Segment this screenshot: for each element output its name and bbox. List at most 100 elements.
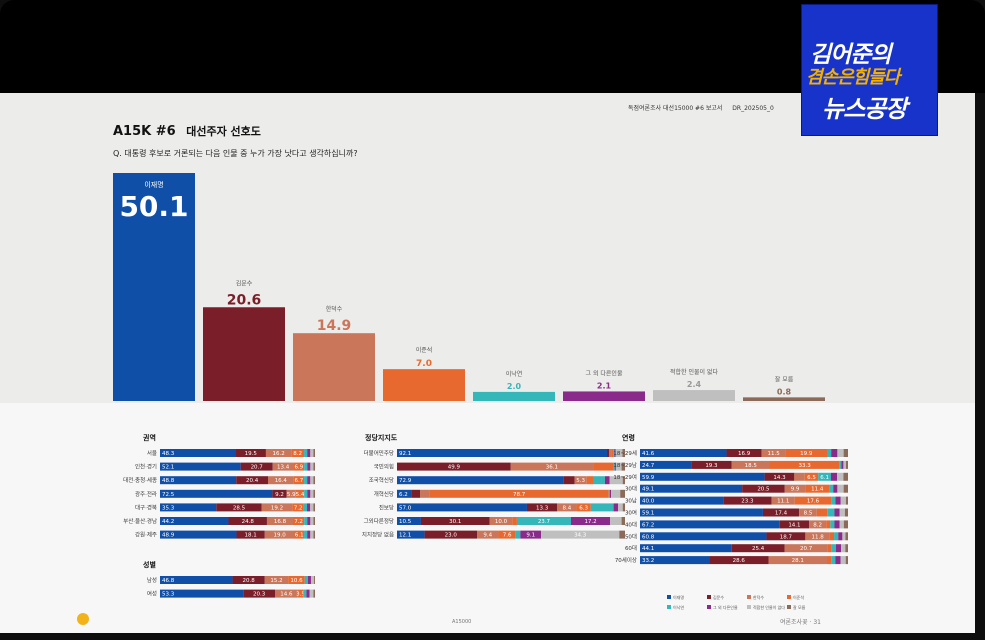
panel-age-val-4-0: 40.0: [642, 499, 655, 505]
panel-region-seg-5-7: [313, 517, 315, 525]
panel-region-seg-0-6: [310, 449, 314, 457]
panel-age-val-6-0: 67.2: [642, 522, 654, 528]
panel-party-val-4-1: 13.3: [536, 505, 549, 511]
panel-region-seg-0-0: [160, 449, 236, 457]
panel-region-row-label-5: 부산·울산·경남: [123, 517, 157, 525]
panel-age-seg-1-2: [731, 460, 770, 469]
panel-age-val-5-1: 17.4: [775, 511, 788, 517]
meta-code: DR_202505_0: [732, 105, 774, 112]
panel-party-seg-4-0: [397, 503, 527, 512]
panel-age-val-0-3: 19.9: [800, 451, 813, 457]
panel-age-seg-6-2: [809, 520, 827, 529]
main-bar-label-5: 그 외 다른인물: [586, 369, 623, 377]
survey-question: Q. 대통령 후보로 거론되는 다음 인물 중 누가 가장 낫다고 생각하십니까…: [113, 149, 358, 158]
panel-age-val-2-4: 6.1: [820, 475, 829, 481]
panel-age-row-label-4: 30남: [625, 497, 637, 505]
panel-region-row-label-0: 서울: [147, 449, 157, 457]
panel-title-age: 연령: [622, 433, 635, 442]
panel-party-val-0-0: 92.1: [399, 451, 411, 457]
panel-age-seg-5-1: [762, 508, 800, 517]
panel-party-seg-6-2: [477, 530, 499, 539]
panel-region-seg-6-1: [236, 530, 265, 539]
panel-party-val-1-1: 49.9: [448, 465, 461, 471]
panel-region-seg-1-1: [240, 462, 273, 471]
legend-swatch-1: [707, 595, 711, 599]
panel-party-row-label-2: 조국혁신당: [369, 476, 394, 484]
panel-region-val-5-0: 44.2: [162, 519, 174, 525]
panel-age-seg-0-6: [837, 449, 844, 457]
panel-region-seg-2-1: [236, 476, 269, 485]
panel-region-row-label-1: 인천·경기: [135, 463, 157, 471]
panel-party-val-5-2: 10.0: [495, 519, 508, 525]
panel-age-row-label-5: 30여: [625, 509, 637, 517]
panel-party-seg-4-7: [622, 503, 625, 512]
panel-age-val-5-2: 8.5: [804, 511, 813, 517]
main-bar-6: [653, 390, 735, 401]
panel-party-seg-4-5: [613, 503, 619, 512]
panel-age-val-0-2: 11.5: [768, 451, 781, 457]
panel-party-val-5-4: 23.7: [538, 519, 551, 525]
panel-age-seg-4-1: [723, 496, 772, 505]
panel-region-seg-5-4: [304, 517, 308, 525]
panel-age-val-8-2: 20.7: [800, 546, 813, 552]
panel-party-seg-3-1: [411, 489, 421, 498]
panel-age-seg-7-1: [766, 532, 806, 541]
panel-party-seg-3-5: [609, 489, 612, 498]
panel-region-seg-2-4: [304, 476, 308, 485]
panel-region-row-label-4: 대구·경북: [135, 503, 157, 511]
panel-age-seg-9-7: [845, 556, 848, 565]
panel-region-seg-3-2: [286, 489, 296, 498]
panel-region-val-2-1: 20.4: [246, 478, 259, 484]
main-bar-value-6: 2.4: [687, 380, 702, 389]
panel-region-val-0-2: 16.2: [272, 451, 284, 457]
panel-age-val-1-2: 18.5: [745, 463, 758, 469]
legend-label-0: 이재명: [673, 594, 684, 600]
logo-line2: 겸손은힘들다: [806, 67, 900, 88]
panel-gender-seg-1-3: [297, 589, 304, 598]
panel-gender-row-label-0: 남성: [147, 576, 157, 584]
panel-party-seg-1-2: [510, 462, 594, 471]
main-bar-7: [743, 397, 825, 401]
panel-party-seg-6-1: [424, 530, 478, 539]
panel-party-val-3-3: 78.7: [513, 492, 526, 498]
panel-age-val-4-1: 23.3: [741, 499, 754, 505]
main-bar-value-0: 50.1: [119, 190, 188, 223]
panel-gender-seg-0-7: [314, 576, 315, 584]
panel-age-val-8-0: 44.1: [642, 546, 654, 552]
panel-party-seg-0-3: [611, 449, 614, 457]
legend-swatch-0: [667, 595, 671, 599]
panel-region-seg-3-3: [295, 489, 305, 498]
panel-party-val-4-0: 57.0: [399, 505, 412, 511]
panel-age-seg-4-2: [771, 496, 795, 505]
panel-age-seg-8-3: [827, 544, 832, 553]
panel-party-seg-4-4: [590, 503, 614, 512]
panel-age-seg-6-3: [826, 520, 831, 529]
panel-age-seg-2-6: [837, 472, 844, 481]
panel-gender-seg-0-1: [232, 576, 265, 584]
panel-party-seg-1-6: [615, 462, 622, 471]
panel-party-val-6-3: 7.6: [503, 533, 512, 539]
panel-region-seg-4-3: [292, 503, 304, 512]
panel-age-seg-3-6: [837, 484, 844, 493]
panel-age-seg-0-3: [785, 449, 827, 457]
legend-label-2: 한덕수: [753, 594, 764, 600]
panel-age-seg-3-4: [829, 484, 834, 493]
panel-party-seg-0-6: [615, 449, 623, 457]
panel-region-seg-4-2: [261, 503, 293, 512]
panel-region-seg-5-1: [228, 517, 267, 525]
main-bar-label-1: 김문수: [236, 280, 253, 287]
panel-age-val-9-2: 28.1: [792, 558, 804, 564]
panel-age-val-3-2: 9.9: [791, 487, 800, 493]
panel-age-seg-0-2: [761, 449, 786, 457]
title-subtitle: 대선주자 선호도: [186, 125, 261, 138]
panel-age-seg-3-0: [640, 484, 743, 493]
panel-region-val-5-3: 7.2: [294, 519, 303, 525]
main-bar-value-7: 0.8: [777, 387, 792, 396]
panel-age-seg-6-0: [640, 520, 780, 529]
panel-age-val-9-1: 28.6: [733, 558, 746, 564]
panel-age-seg-2-4: [818, 472, 831, 481]
panel-age-seg-5-0: [640, 508, 763, 517]
panel-region-seg-5-3: [292, 517, 305, 525]
panel-region-seg-1-4: [304, 462, 308, 471]
legend-label-1: 김문수: [713, 594, 724, 600]
